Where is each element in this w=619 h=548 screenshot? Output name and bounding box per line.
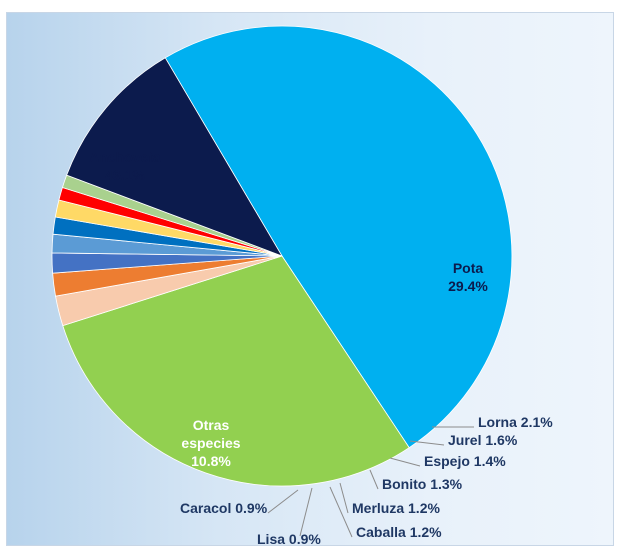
pie-slice-anchoveta	[164, 25, 513, 449]
leader-line-bonito	[369, 469, 379, 490]
pie-slice-pota	[62, 255, 410, 487]
pie-label-jurel: Jurel 1.6%	[448, 432, 518, 448]
pie-label-lorna: Lorna 2.1%	[478, 414, 553, 430]
pie-label-caballa: Caballa 1.2%	[356, 524, 442, 540]
leader-line-caracol	[267, 489, 299, 514]
pie-label-merluza: Merluza 1.2%	[352, 500, 440, 516]
leader-line-espejo	[389, 457, 421, 467]
pie-labels: Anchoveta 49.1% Pota 29.4% Lorna 2.1% Jurel 1…	[89, 149, 553, 547]
pie-label-caracol: Caracol 0.9%	[180, 500, 268, 516]
pie-label-bonito: Bonito 1.3%	[382, 476, 463, 492]
pie-label-otras-especies: Otras especies 10.8%	[181, 417, 240, 469]
leader-line-lisa	[299, 487, 313, 537]
pie-label-anchoveta: Anchoveta 49.1%	[89, 149, 161, 183]
pie-slices	[51, 25, 513, 487]
pie-label-espejo: Espejo 1.4%	[424, 453, 506, 469]
leader-line-jurel	[409, 440, 445, 446]
leader-lines	[267, 426, 474, 538]
pie-label-lisa: Lisa 0.9%	[257, 531, 321, 547]
leader-line-merluza	[339, 482, 349, 514]
leader-line-caballa	[329, 486, 353, 538]
pie-label-pota: Pota 29.4%	[448, 260, 488, 294]
pie-slice-otras-especies	[66, 57, 283, 257]
